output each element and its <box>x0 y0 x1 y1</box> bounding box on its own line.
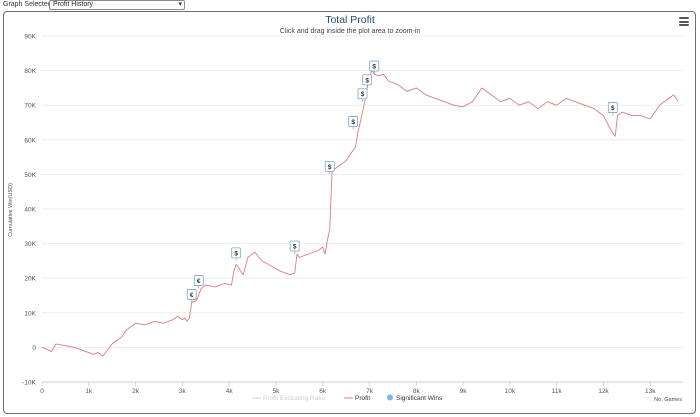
legend-label: Profit Excluding Rake <box>263 395 326 402</box>
x-tick-label: 9k <box>460 388 468 395</box>
y-tick-label: 50K <box>24 172 36 179</box>
legend-label: Significant Wins <box>396 395 443 402</box>
significant-win-flag[interactable]: $ <box>357 88 368 102</box>
flag-label: $ <box>234 250 238 257</box>
series-layer <box>41 70 679 357</box>
flag-label: $ <box>351 119 355 126</box>
significant-win-flag[interactable]: $ <box>369 60 380 75</box>
chevron-down-icon: ▾ <box>178 1 182 8</box>
flag-box <box>231 247 242 259</box>
significant-win-flag[interactable]: $ <box>231 247 242 261</box>
significant-win-flag[interactable]: $ <box>362 74 373 88</box>
legend-item-significant-wins[interactable]: Significant Wins <box>387 394 443 403</box>
x-tick-label: 5k <box>273 388 281 395</box>
legend-label: Profit <box>355 395 370 402</box>
y-tick-label: 90K <box>24 34 36 41</box>
flag-box <box>186 289 197 300</box>
flag-label: $ <box>611 105 615 112</box>
x-tick-label: 3k <box>179 388 187 395</box>
profit-series-line[interactable] <box>41 70 679 357</box>
legend-swatch <box>387 394 393 401</box>
flag-box <box>369 60 380 72</box>
y-tick-label: 70K <box>24 103 36 110</box>
significant-win-flag[interactable]: € <box>186 289 197 303</box>
graph-select-value: Profit History <box>53 1 94 8</box>
x-tick-label: 13k <box>645 388 656 395</box>
x-tick-label: 12k <box>598 388 609 395</box>
flag-box <box>357 88 368 100</box>
significant-wins-flags: €€$$$$$$$$ <box>186 60 618 303</box>
flag-label: $ <box>328 164 332 171</box>
flag-box <box>289 240 300 252</box>
flag-label: $ <box>293 243 297 250</box>
flag-box <box>348 116 359 127</box>
x-tick-label: 10k <box>505 388 516 395</box>
flag-label: € <box>197 278 201 285</box>
legend: Profit Excluding Rake Profit Significant W… <box>252 394 443 403</box>
flag-label: $ <box>361 91 365 98</box>
significant-win-flag[interactable]: € <box>193 275 204 289</box>
x-axis-label: No. Games <box>654 397 682 403</box>
flag-box <box>607 102 618 113</box>
x-tick-label: 7k <box>366 388 374 395</box>
legend-item-profit[interactable]: Profit <box>344 395 370 402</box>
y-tick-label: 20K <box>24 276 36 283</box>
x-tick-label: 0 <box>40 388 44 395</box>
flag-label: $ <box>372 63 376 70</box>
y-tick-label: 30K <box>24 241 36 248</box>
grid-lines <box>42 35 683 348</box>
chart-frame <box>3 11 696 414</box>
flag-box <box>324 160 335 172</box>
chart-title: Total Profit <box>325 14 375 26</box>
graph-selected-label: Graph Selected: <box>3 1 54 8</box>
y-tick-label: 10K <box>24 310 36 317</box>
y-tick-label: -10K <box>22 380 36 387</box>
flag-box <box>362 74 373 86</box>
x-axis-ticks: 0 1k 2k 3k 4k 5k 6k 7k 8k 9k 10k 11k 12k 13k <box>40 382 656 395</box>
y-axis-label: Cumulative Win(USD) <box>8 183 14 237</box>
significant-win-flag[interactable]: $ <box>348 116 359 130</box>
y-tick-label: 60K <box>24 137 36 144</box>
significant-win-flag[interactable]: $ <box>607 102 618 116</box>
x-tick-label: 6k <box>319 388 327 395</box>
x-tick-label: 1k <box>85 388 93 395</box>
flag-label: $ <box>365 77 369 84</box>
x-tick-label: 8k <box>413 388 421 395</box>
y-tick-label: 80K <box>24 68 36 75</box>
y-tick-label: 0 <box>32 345 36 352</box>
hamburger-menu-icon[interactable] <box>679 17 689 26</box>
significant-win-flag[interactable]: $ <box>324 160 335 175</box>
graph-select-dropdown[interactable]: Profit History ▾ <box>49 0 185 10</box>
legend-item-profit-excluding-rake[interactable]: Profit Excluding Rake <box>252 395 326 402</box>
flag-label: € <box>190 292 194 299</box>
flag-box <box>193 275 204 286</box>
graph-selector-bar: Graph Selected: Profit History ▾ <box>0 0 700 12</box>
x-tick-label: 11k <box>552 388 563 395</box>
significant-win-flag[interactable]: $ <box>289 240 300 254</box>
chart-subtitle: Click and drag inside the plot area to z… <box>280 28 421 35</box>
y-tick-label: 40K <box>24 207 36 214</box>
x-tick-label: 4k <box>226 388 234 395</box>
x-tick-label: 2k <box>132 388 140 395</box>
y-axis-ticks: -10K 0 10K 20K 30K 40K 50K 60K 70K 80K 90K <box>22 34 36 387</box>
